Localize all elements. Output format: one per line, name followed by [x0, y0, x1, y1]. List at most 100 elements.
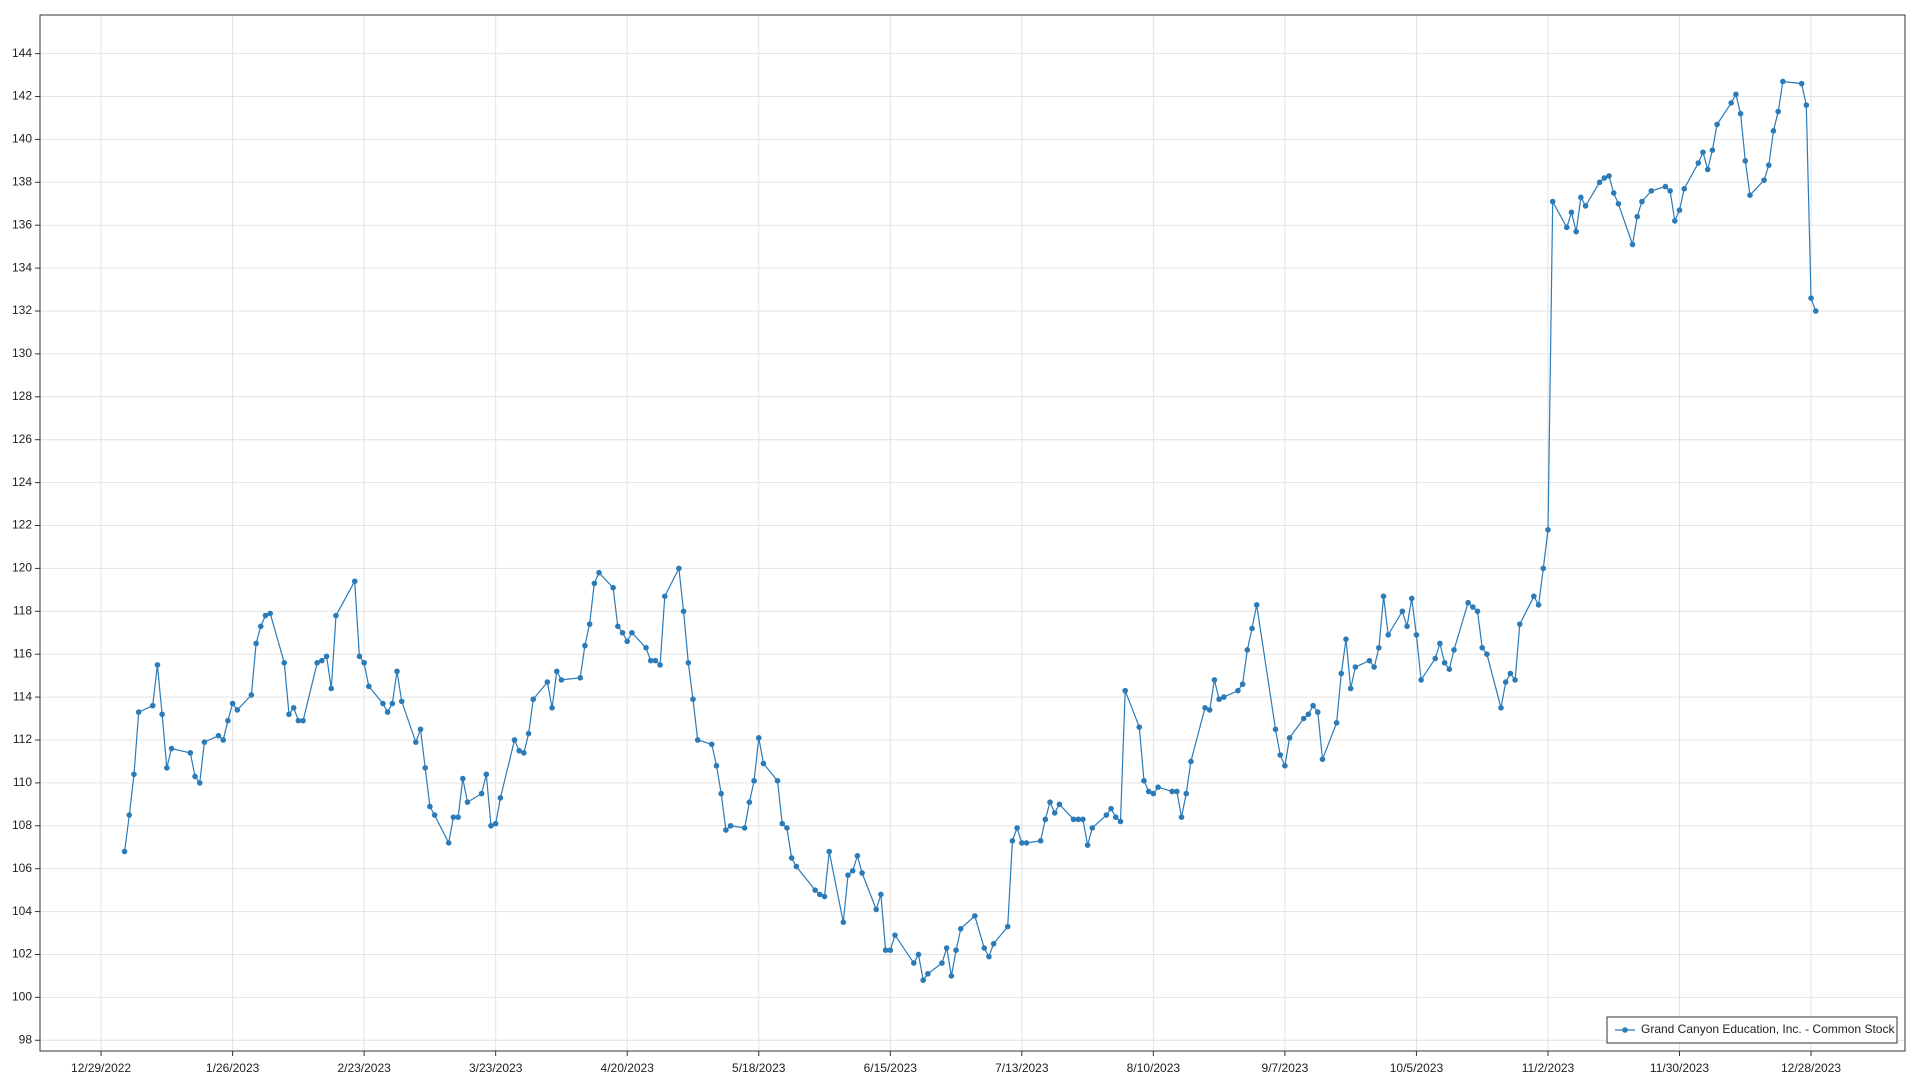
data-point — [793, 863, 800, 870]
data-point — [234, 707, 241, 713]
data-point — [1437, 640, 1443, 647]
data-point — [1009, 837, 1016, 844]
data-point — [1216, 696, 1222, 703]
data-point — [1582, 203, 1589, 209]
data-point — [591, 580, 598, 587]
data-point — [1470, 604, 1476, 610]
data-point — [1465, 599, 1471, 606]
data-point — [1780, 78, 1786, 85]
data-point — [478, 790, 485, 797]
data-point — [1601, 175, 1608, 181]
data-point — [1700, 149, 1706, 156]
data-point — [121, 848, 128, 855]
data-point — [1075, 816, 1081, 823]
data-point — [450, 814, 457, 821]
data-point — [986, 953, 992, 960]
data-point — [1639, 198, 1645, 205]
data-point — [1366, 657, 1373, 664]
data-point — [788, 855, 795, 861]
data-point — [629, 629, 635, 636]
data-point — [483, 771, 490, 778]
y-tick-label: 126 — [12, 432, 32, 446]
data-point — [1634, 213, 1641, 220]
data-point — [1080, 816, 1086, 823]
data-point — [1563, 224, 1570, 231]
data-point — [1272, 726, 1279, 733]
data-point — [1709, 147, 1716, 153]
data-point — [1667, 188, 1673, 194]
data-point — [1770, 128, 1777, 134]
y-tick-label: 134 — [12, 260, 32, 274]
y-tick-label: 132 — [12, 303, 32, 317]
data-point — [1484, 651, 1490, 657]
data-point — [676, 565, 682, 572]
data-point — [1249, 625, 1255, 632]
y-tick-label: 98 — [19, 1032, 33, 1046]
data-point — [1047, 799, 1053, 805]
data-point — [1014, 825, 1020, 831]
data-point — [1023, 840, 1030, 846]
data-point — [164, 765, 170, 771]
data-point — [1385, 632, 1392, 638]
data-point — [1089, 825, 1096, 831]
data-point — [1253, 602, 1260, 608]
data-point — [849, 868, 856, 874]
series-line — [124, 80, 1817, 982]
data-point — [445, 840, 452, 846]
data-point — [126, 812, 133, 818]
data-point — [1314, 709, 1321, 715]
data-point — [680, 608, 687, 615]
data-point — [1681, 185, 1688, 192]
data-point — [1056, 801, 1063, 808]
data-point — [521, 750, 527, 756]
data-point — [1169, 788, 1175, 795]
data-point — [220, 737, 227, 743]
data-point — [1714, 121, 1720, 128]
data-point — [892, 932, 898, 938]
data-point — [215, 732, 222, 739]
data-point — [1399, 608, 1406, 615]
data-point — [290, 705, 297, 711]
data-point — [192, 773, 198, 780]
data-point — [1573, 228, 1579, 235]
data-point — [779, 820, 786, 827]
data-point — [1672, 218, 1678, 224]
data-point — [948, 973, 955, 979]
data-point — [1610, 190, 1617, 196]
data-point — [1221, 694, 1227, 700]
data-point — [760, 760, 767, 767]
data-point — [718, 790, 724, 797]
data-point — [459, 775, 466, 782]
data-point — [643, 644, 649, 651]
data-point — [1004, 923, 1011, 930]
data-point — [427, 803, 433, 810]
data-point — [1432, 655, 1439, 662]
data-point — [1747, 192, 1753, 198]
data-point — [135, 709, 142, 715]
data-point — [286, 711, 292, 718]
data-point — [708, 741, 715, 748]
data-point — [253, 640, 259, 647]
data-point — [1145, 788, 1152, 795]
data-point — [845, 872, 851, 878]
y-tick-label: 100 — [12, 990, 32, 1004]
y-tick-label: 138 — [12, 174, 32, 188]
data-point — [1202, 705, 1208, 711]
data-point — [159, 711, 165, 718]
data-point — [1155, 784, 1161, 790]
data-point — [267, 610, 273, 617]
y-tick-label: 142 — [12, 89, 32, 103]
x-tick-label: 12/29/2022 — [71, 1061, 131, 1075]
x-tick-label: 6/15/2023 — [864, 1061, 918, 1075]
data-point — [1408, 595, 1415, 602]
data-point — [549, 705, 555, 711]
data-point — [1615, 200, 1622, 207]
x-tick-label: 12/28/2023 — [1781, 1061, 1841, 1075]
x-tick-label: 10/5/2023 — [1390, 1061, 1444, 1075]
data-point — [1545, 526, 1551, 533]
data-point — [1441, 659, 1448, 666]
y-tick-label: 122 — [12, 518, 32, 532]
data-point — [1352, 664, 1359, 670]
data-point — [196, 780, 203, 786]
data-point — [300, 717, 306, 724]
